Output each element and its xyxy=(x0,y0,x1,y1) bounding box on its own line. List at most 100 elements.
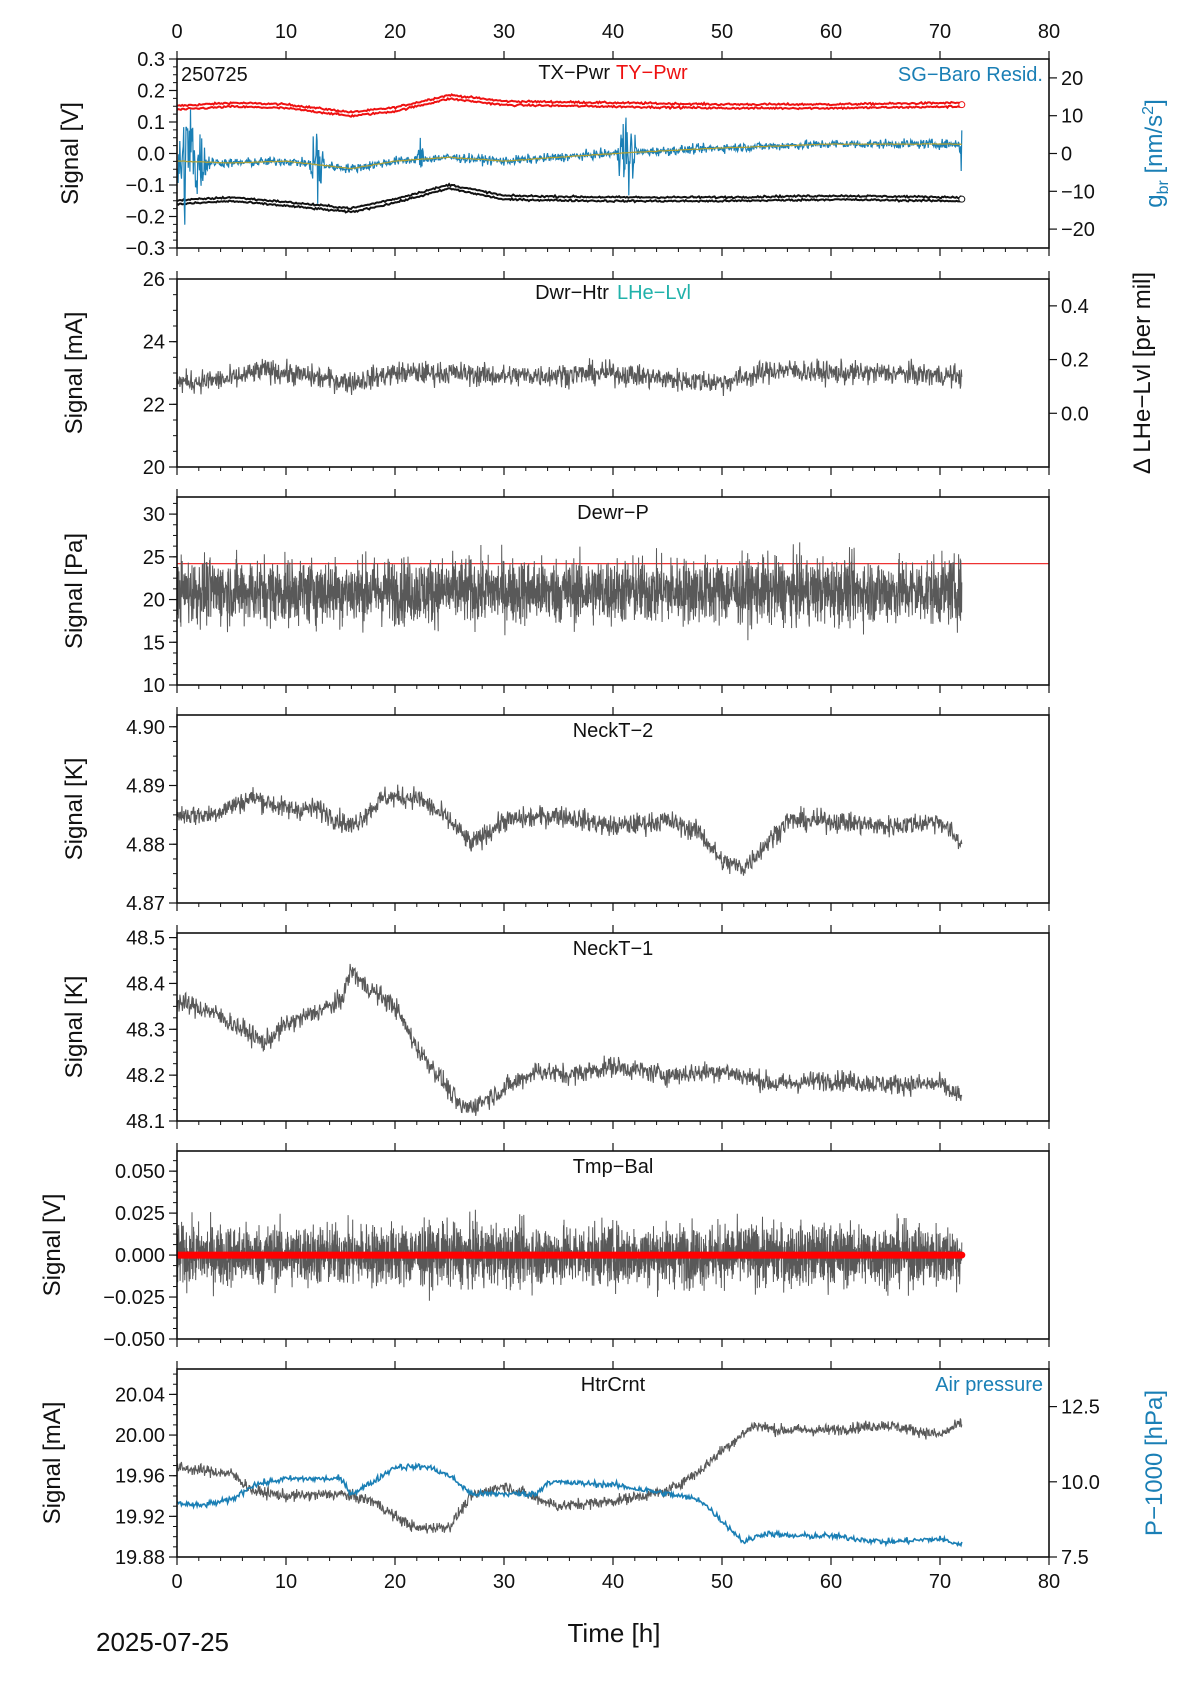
y-right-tick-label: −10 xyxy=(1061,181,1095,203)
x-tick-label-top: 80 xyxy=(1038,21,1060,43)
x-tick-label-top: 20 xyxy=(384,21,406,43)
ylabel-right-main: g xyxy=(1141,194,1168,207)
panel-neck-temperature-1: 48.1 48.2 48.3 48.4 48.5 Signal [K] NeckT−1 xyxy=(61,925,1050,1133)
series-air-pressure xyxy=(177,1461,963,1548)
panel-title: Dewr−P xyxy=(577,502,649,524)
y-tick-label: 4.89 xyxy=(126,776,165,798)
y-tick-label: 4.90 xyxy=(126,717,165,739)
y-tick-label: 48.1 xyxy=(126,1111,165,1133)
x-tick-label: 10 xyxy=(275,1571,297,1593)
y-tick-label: 48.2 xyxy=(126,1065,165,1087)
series-neck-temperature-1 xyxy=(177,963,963,1116)
series-dewar-pressure xyxy=(177,542,963,641)
series-tx-pwr-endpoint xyxy=(958,195,966,203)
y-tick-label: 20.04 xyxy=(115,1384,165,1406)
ylabel-left: Signal [V] xyxy=(39,1194,66,1297)
x-tick-label: 30 xyxy=(493,1571,515,1593)
series-neck-temperature-2 xyxy=(177,784,963,876)
bottom-x-axis: 0 10 20 30 40 50 60 70 80 xyxy=(171,1571,1060,1593)
plot-frame xyxy=(176,932,1050,1122)
x-tick-label-top: 70 xyxy=(929,21,951,43)
x-tick-label-top: 10 xyxy=(275,21,297,43)
ylabel-left: Signal [mA] xyxy=(39,1402,66,1525)
panel-temperature-balance: −0.050 −0.025 0.000 0.025 0.050 Signal [V] T… xyxy=(39,1143,1050,1351)
y-tick-label: −0.3 xyxy=(126,238,165,260)
series-tx-pwr-upper xyxy=(177,182,963,211)
x-tick-label: 70 xyxy=(929,1571,951,1593)
y-tick-label: 25 xyxy=(143,547,165,569)
y-right-tick-label: 0.0 xyxy=(1061,403,1089,425)
ylabel-right: gbr [nm/s2] xyxy=(1140,99,1172,208)
code-label: 250725 xyxy=(181,64,248,86)
y-tick-label: 19.96 xyxy=(115,1466,165,1488)
series-htrcrnt xyxy=(177,1418,963,1534)
y-tick-label: 48.5 xyxy=(126,928,165,950)
ylabel-left: Signal [V] xyxy=(57,102,84,205)
y-right-tick-label: −20 xyxy=(1061,219,1095,241)
x-tick-label: 20 xyxy=(384,1571,406,1593)
date-label: 2025-07-25 xyxy=(96,1627,229,1657)
panel-title: NeckT−1 xyxy=(573,938,654,960)
y-tick-label: 20 xyxy=(143,590,165,612)
panel-title: NeckT−2 xyxy=(573,720,654,742)
plot-frame xyxy=(176,1368,1050,1558)
y-tick-label: 0.2 xyxy=(137,81,165,103)
x-tick-label-top: 60 xyxy=(820,21,842,43)
panel-title: Tmp−Bal xyxy=(573,1156,654,1178)
y-right-tick-label: 0.2 xyxy=(1061,350,1089,372)
panel-dewar-pressure: 10 15 20 25 30 Signal [Pa] Dewr−P xyxy=(61,489,1050,697)
ylabel-right-sub: br xyxy=(1155,180,1172,195)
y-right-tick-label: 7.5 xyxy=(1061,1547,1089,1569)
y-right-tick-label: 10.0 xyxy=(1061,1472,1100,1494)
title-ty-pwr: TY−Pwr xyxy=(616,62,688,84)
ylabel-right-unit: [nm/s xyxy=(1141,115,1168,180)
y-tick-label: 24 xyxy=(143,332,165,354)
y-tick-label: 0.0 xyxy=(137,144,165,166)
y-tick-label: −0.050 xyxy=(103,1329,165,1351)
y-tick-label: 0.050 xyxy=(115,1161,165,1183)
series-ty-pwr-endpoint xyxy=(958,101,966,109)
panel-tx-ty-power: −0.3 −0.2 −0.1 0.0 0.1 0.2 0.3 20 10 0 −10 −20 Sign… xyxy=(57,49,1172,260)
series-dewar-heater xyxy=(177,358,963,397)
series-tx-pwr-lower xyxy=(177,187,962,214)
y-right-tick-label: 12.5 xyxy=(1061,1397,1100,1419)
title-tx-pwr: TX−Pwr xyxy=(538,62,610,84)
y-tick-label: −0.2 xyxy=(126,207,165,229)
y-tick-label: 19.92 xyxy=(115,1506,165,1528)
x-tick-label: 0 xyxy=(171,1571,182,1593)
ylabel-right: P−1000 [hPa] xyxy=(1141,1390,1168,1536)
y-tick-label: −0.025 xyxy=(103,1287,165,1309)
x-axis-label: Time [h] xyxy=(568,1618,661,1648)
y-tick-label: 19.88 xyxy=(115,1547,165,1569)
ylabel-left: Signal [K] xyxy=(61,976,88,1079)
x-tick-label-top: 50 xyxy=(711,21,733,43)
x-tick-label: 40 xyxy=(602,1571,624,1593)
y-tick-label: 30 xyxy=(143,504,165,526)
y-tick-label: 0.1 xyxy=(137,112,165,134)
ylabel-right-close: ] xyxy=(1141,99,1168,106)
right-title: Air pressure xyxy=(935,1374,1043,1396)
ylabel-left: Signal [Pa] xyxy=(61,533,88,649)
y-tick-label: −0.1 xyxy=(126,175,165,197)
y-right-tick-label: 20 xyxy=(1061,68,1083,90)
y-tick-label: 0.025 xyxy=(115,1203,165,1225)
y-tick-label: 4.87 xyxy=(126,893,165,915)
y-tick-label: 20.00 xyxy=(115,1425,165,1447)
y-right-tick-label: 0 xyxy=(1061,144,1072,166)
y-tick-label: 48.4 xyxy=(126,973,165,995)
ylabel-left: Signal [mA] xyxy=(61,312,88,435)
x-tick-label-top: 0 xyxy=(171,21,182,43)
y-tick-label: 10 xyxy=(143,675,165,697)
x-tick-label-top: 40 xyxy=(602,21,624,43)
series-ty-pwr-upper xyxy=(177,93,962,114)
y-tick-label: 22 xyxy=(143,394,165,416)
ylabel-right-sup: 2 xyxy=(1140,106,1157,115)
series-ty-pwr-lower xyxy=(177,97,963,118)
y-tick-label: 4.88 xyxy=(126,834,165,856)
x-tick-label: 60 xyxy=(820,1571,842,1593)
y-tick-label: 20 xyxy=(143,457,165,479)
title-lhe-lvl: LHe−Lvl xyxy=(617,282,691,304)
panel-heater-current: 19.88 19.92 19.96 20.00 20.04 7.5 10.0 12.5 Sig… xyxy=(39,1361,1168,1569)
panel-neck-temperature-2: 4.87 4.88 4.89 4.90 Signal [K] NeckT−2 xyxy=(61,707,1050,915)
